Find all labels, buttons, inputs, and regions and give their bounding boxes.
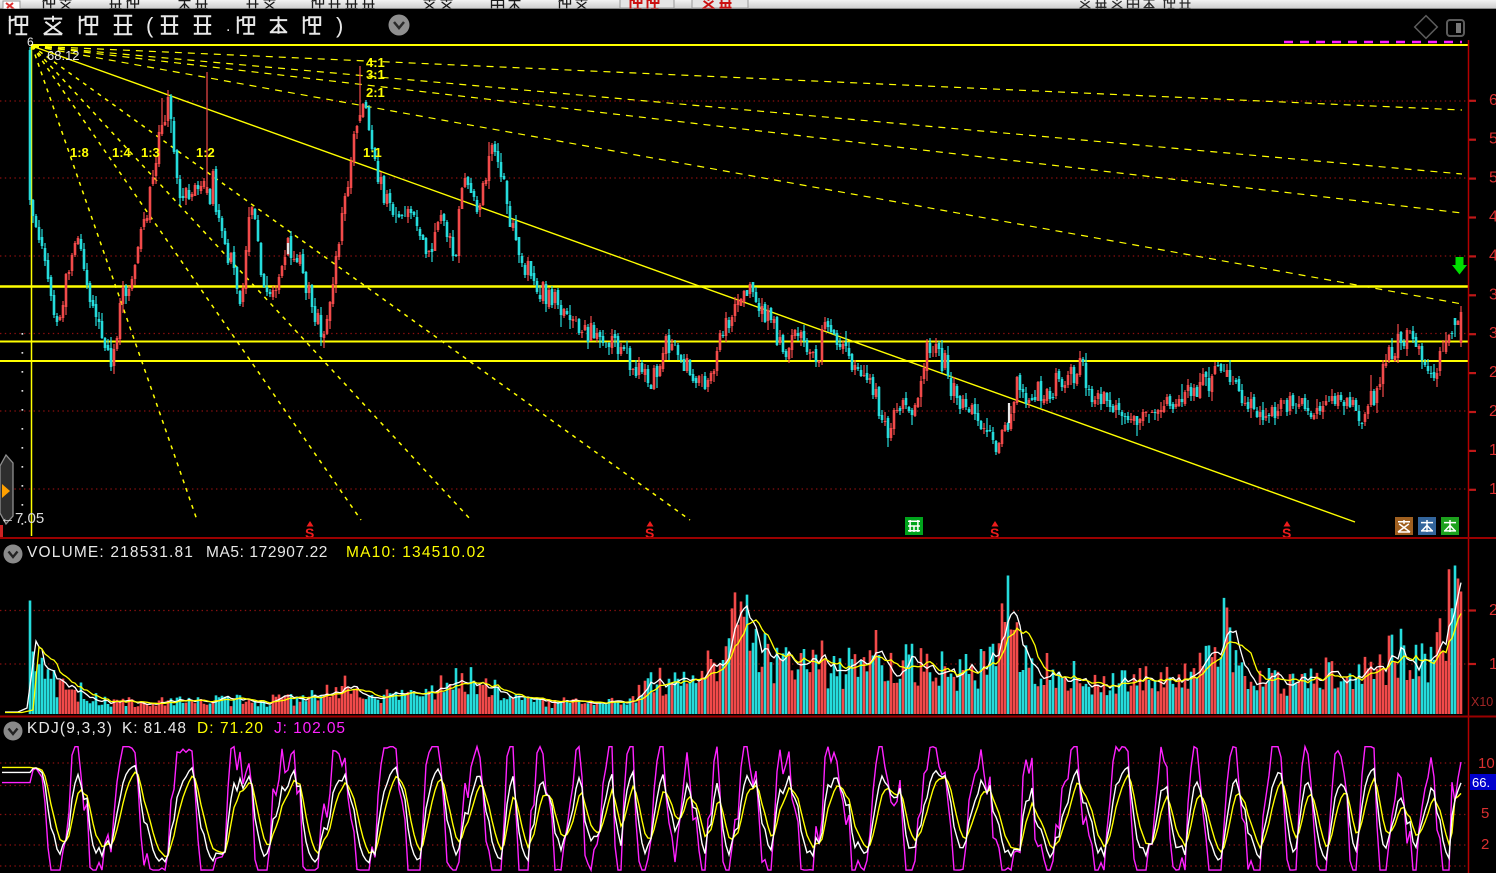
svg-text:5: 5 — [1489, 170, 1496, 187]
svg-text:10: 10 — [1478, 755, 1495, 772]
svg-text:1: 1 — [1489, 656, 1496, 673]
svg-text:1: 1 — [1489, 481, 1496, 498]
svg-text:S: S — [1282, 525, 1291, 541]
svg-text:4: 4 — [1489, 247, 1496, 264]
svg-text:J: 102.05: J: 102.05 — [274, 720, 346, 737]
svg-text:1:3: 1:3 — [141, 145, 160, 160]
svg-text:(: ( — [146, 13, 154, 38]
svg-text:1:1: 1:1 — [363, 145, 382, 160]
svg-text:2: 2 — [1489, 602, 1496, 619]
svg-text:S: S — [645, 525, 654, 541]
svg-text:3:1: 3:1 — [366, 67, 385, 82]
svg-text:5: 5 — [1481, 805, 1489, 822]
svg-text:1:4: 1:4 — [112, 145, 132, 160]
svg-text:MA5: 172907.22: MA5: 172907.22 — [206, 544, 328, 561]
svg-text:K: 81.48: K: 81.48 — [122, 720, 187, 737]
svg-text:S: S — [990, 525, 999, 541]
svg-text:S: S — [305, 525, 314, 541]
svg-text:2: 2 — [1489, 364, 1496, 381]
svg-text:2: 2 — [1489, 403, 1496, 420]
svg-text:): ) — [336, 13, 343, 38]
svg-text:VOLUME: 218531.81: VOLUME: 218531.81 — [27, 544, 194, 561]
svg-text:2: 2 — [1481, 836, 1489, 853]
svg-text:MA10: 134510.02: MA10: 134510.02 — [346, 544, 486, 561]
svg-text:←7.05: ←7.05 — [0, 510, 44, 527]
svg-text:2:1: 2:1 — [366, 85, 385, 100]
svg-text:X10: X10 — [1471, 695, 1493, 709]
svg-text:6: 6 — [27, 35, 34, 49]
svg-text:1:2: 1:2 — [196, 145, 215, 160]
svg-text:.: . — [226, 18, 230, 35]
svg-text:KDJ(9,3,3): KDJ(9,3,3) — [27, 720, 113, 737]
svg-text:1: 1 — [1489, 442, 1496, 459]
svg-text:66.: 66. — [1472, 775, 1490, 790]
svg-text:4: 4 — [1489, 209, 1496, 226]
svg-text:D: 71.20: D: 71.20 — [197, 720, 264, 737]
svg-text:6: 6 — [1489, 92, 1496, 109]
svg-text:68.12: 68.12 — [47, 48, 80, 63]
svg-text:1:8: 1:8 — [70, 145, 89, 160]
svg-text:4:1: 4:1 — [366, 55, 385, 70]
svg-text:5: 5 — [1489, 131, 1496, 148]
svg-text:3: 3 — [1489, 286, 1496, 303]
svg-text:3: 3 — [1489, 325, 1496, 342]
